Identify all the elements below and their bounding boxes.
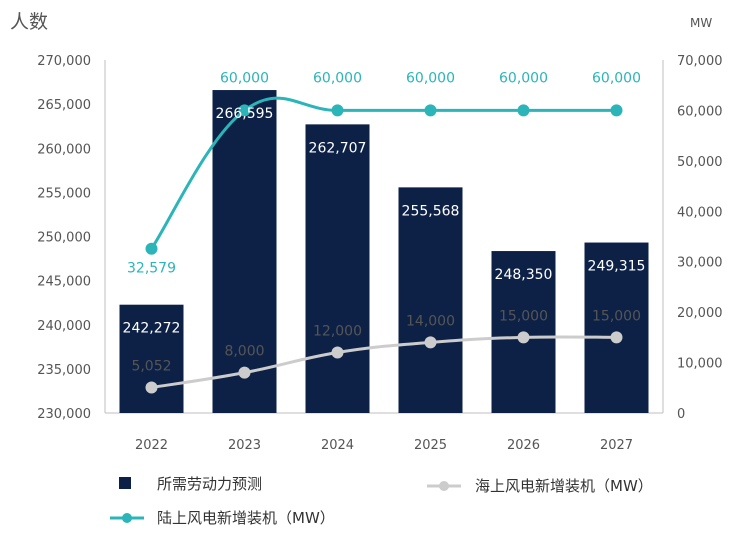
y-right-tick-label: 50,000: [677, 155, 723, 170]
y-left-axis-title: 人数: [10, 11, 48, 33]
legend-item-onshore[interactable]: 陆上风电新增装机（MW）: [110, 509, 335, 527]
point-onshore-2025[interactable]: [424, 104, 437, 117]
y-left-tick-label: 240,000: [37, 319, 91, 334]
y-left-tick-label: 230,000: [37, 407, 91, 422]
y-left-tick-label: 245,000: [37, 275, 91, 290]
legend-label-onshore: 陆上风电新增装机（MW）: [157, 509, 335, 527]
point-onshore-2027[interactable]: [610, 104, 623, 117]
legend-item-offshore[interactable]: 海上风电新增装机（MW）: [427, 477, 653, 495]
bar-value-label: 262,707: [309, 140, 367, 156]
y-left-tick-label: 260,000: [37, 142, 91, 157]
bar-value-label: 249,315: [588, 259, 646, 275]
offshore-value-label: 5,052: [131, 359, 171, 375]
y-left-tick-label: 255,000: [37, 186, 91, 201]
legend: 所需劳动力预测 海上风电新增装机（MW） 陆上风电新增装机（MW）: [110, 475, 653, 527]
x-tick-label: 2022: [135, 438, 168, 453]
point-offshore-2025[interactable]: [424, 336, 437, 349]
offshore-value-label: 15,000: [592, 308, 641, 324]
x-tick-label: 2023: [228, 438, 261, 453]
bar-value-label: 248,350: [495, 267, 553, 283]
point-onshore-2024[interactable]: [331, 104, 344, 117]
onshore-value-label: 32,579: [127, 261, 176, 277]
line-offshore: [151, 335, 617, 390]
offshore-value-label: 12,000: [313, 323, 362, 339]
bar-2022[interactable]: [119, 304, 184, 413]
bar-2023[interactable]: [212, 90, 277, 413]
onshore-value-label: 60,000: [592, 70, 641, 86]
point-onshore-2026[interactable]: [517, 104, 530, 117]
point-offshore-2023[interactable]: [238, 366, 251, 379]
x-tick-label: 2027: [600, 438, 633, 453]
onshore-value-label: 60,000: [499, 70, 548, 86]
bar-value-label: 255,568: [402, 203, 460, 219]
point-onshore-2023[interactable]: [238, 104, 251, 117]
data-labels: 242,272 266,595 262,707 255,568 248,350 249,3…: [123, 70, 646, 374]
x-tick-label: 2024: [321, 438, 354, 453]
bar-value-label: 242,272: [123, 321, 181, 337]
point-offshore-2022[interactable]: [145, 381, 158, 394]
legend-swatch-labor: [119, 477, 131, 489]
lines: [145, 96, 623, 394]
offshore-value-label: 8,000: [224, 344, 264, 360]
legend-label-labor: 所需劳动力预测: [157, 475, 262, 493]
onshore-value-label: 60,000: [406, 70, 455, 86]
y-right-tick-label: 70,000: [677, 54, 723, 69]
y-right-tick-label: 60,000: [677, 104, 723, 119]
legend-marker-offshore: [439, 481, 449, 491]
y-right-tick-label: 0: [677, 407, 685, 422]
x-tick-label: 2026: [507, 438, 540, 453]
bar-2025[interactable]: [398, 187, 463, 413]
legend-item-labor[interactable]: 所需劳动力预测: [119, 475, 262, 493]
y-right-tick-label: 40,000: [677, 205, 723, 220]
offshore-value-label: 14,000: [406, 313, 455, 329]
y-right-tick-label: 20,000: [677, 306, 723, 321]
onshore-value-label: 60,000: [313, 70, 362, 86]
axes: 230,000 235,000 240,000 245,000 250,000 255,0…: [37, 54, 722, 453]
y-left-tick-label: 235,000: [37, 363, 91, 378]
bars: [119, 90, 649, 414]
bar-2024[interactable]: [305, 124, 370, 414]
y-left-tick-label: 265,000: [37, 98, 91, 113]
x-tick-label: 2025: [414, 438, 447, 453]
point-offshore-2027[interactable]: [610, 331, 623, 344]
bar-2027[interactable]: [584, 242, 649, 413]
y-left-tick-label: 250,000: [37, 231, 91, 246]
y-right-tick-label: 30,000: [677, 256, 723, 271]
y-right-axis-title: MW: [690, 16, 712, 30]
legend-label-offshore: 海上风电新增装机（MW）: [475, 477, 653, 495]
y-right-tick-label: 10,000: [677, 357, 723, 372]
onshore-value-label: 60,000: [220, 70, 269, 86]
bar-value-label: 266,595: [216, 106, 274, 122]
point-offshore-2024[interactable]: [331, 346, 344, 359]
y-left-tick-label: 270,000: [37, 54, 91, 69]
legend-marker-onshore: [122, 513, 132, 523]
point-onshore-2022[interactable]: [145, 242, 158, 255]
point-offshore-2026[interactable]: [517, 331, 530, 344]
offshore-value-label: 15,000: [499, 308, 548, 324]
